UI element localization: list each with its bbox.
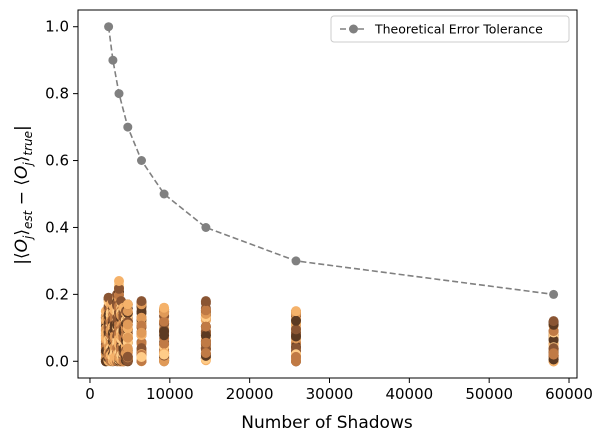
error-point (122, 299, 133, 310)
x-axis-label: Number of Shadows (241, 413, 413, 433)
error-point (122, 351, 133, 362)
error-point (136, 320, 147, 331)
y-tick-label: 0.2 (45, 285, 69, 303)
tolerance-point (201, 223, 211, 232)
error-point (122, 332, 133, 343)
error-point (136, 296, 147, 307)
error-point (291, 351, 301, 362)
error-point (114, 276, 124, 286)
error-point (548, 349, 559, 360)
x-tick-label: 20000 (226, 385, 274, 403)
tolerance-point (108, 55, 118, 65)
legend-swatch-marker (349, 24, 358, 34)
tolerance-line (107, 26, 554, 296)
error-point (291, 324, 301, 335)
error-point (159, 349, 170, 360)
error-point (548, 335, 559, 345)
y-tick-label: 0.6 (45, 152, 69, 170)
tolerance-point (291, 256, 301, 266)
plot-frame (77, 9, 578, 379)
y-axis-ticks: 0.0 0.2 0.4 0.6 0.8 1.0 (45, 18, 78, 370)
x-tick-label: 60000 (545, 385, 593, 403)
tolerance-point (549, 289, 559, 299)
tolerance-point (159, 189, 169, 199)
x-tick-label: 30000 (306, 385, 354, 403)
error-point (291, 315, 301, 326)
x-tick-label: 50000 (465, 385, 513, 403)
error-point (200, 348, 211, 358)
error-scatter (100, 276, 559, 367)
tolerance-point (104, 22, 114, 32)
error-point (200, 305, 211, 316)
legend-entry-label: Theoretical Error Tolerance (374, 22, 543, 37)
error-point (159, 302, 170, 313)
error-point (136, 312, 147, 323)
legend-box (330, 15, 570, 43)
error-point (200, 296, 211, 307)
y-tick-label: 0.0 (45, 352, 69, 370)
error-point (200, 330, 211, 341)
y-tick-label: 0.4 (45, 218, 69, 236)
error-point (122, 319, 133, 330)
error-point (291, 306, 301, 317)
tolerance-point (123, 122, 133, 132)
error-point (159, 338, 170, 349)
x-tick-label: 40000 (385, 385, 433, 403)
error-point (200, 321, 211, 332)
axes (77, 9, 578, 379)
error-point (159, 316, 170, 327)
tolerance-series (104, 22, 559, 299)
y-axis-label: |⟨Oj⟩est − ⟨Oj⟩true| (12, 125, 35, 265)
error-point (200, 337, 211, 348)
legend: Theoretical Error Tolerance (330, 15, 570, 43)
x-tick-label: 10000 (146, 385, 194, 403)
y-tick-label: 1.0 (45, 18, 69, 36)
error-point (114, 283, 124, 294)
error-point (159, 330, 170, 341)
tolerance-point (114, 89, 124, 99)
error-point (136, 352, 147, 362)
error-point (291, 331, 301, 342)
error-point (548, 316, 559, 327)
x-tick-label: 0 (85, 385, 95, 403)
tolerance-point (137, 156, 146, 165)
error-point (136, 327, 147, 338)
y-tick-label: 0.8 (45, 85, 69, 103)
x-axis-ticks: 0 10000 20000 30000 40000 50000 60000 (85, 378, 593, 403)
